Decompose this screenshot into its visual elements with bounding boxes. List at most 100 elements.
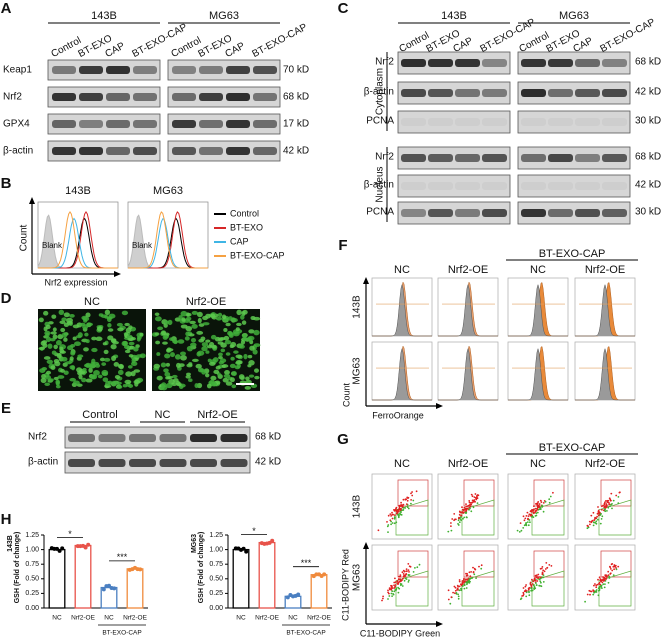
blot-strip <box>167 113 281 135</box>
blot-band <box>521 209 546 217</box>
cell <box>217 312 223 318</box>
event-dot <box>457 595 460 598</box>
blot-band <box>575 59 600 67</box>
cell <box>230 356 235 361</box>
event-dot <box>474 500 476 503</box>
cell <box>242 309 248 315</box>
y-tick-label: 0.25 <box>209 590 223 597</box>
blot-band <box>172 93 196 101</box>
event-dot <box>457 597 460 600</box>
event-dot <box>461 511 464 513</box>
y-tick-label: 0.00 <box>25 605 39 612</box>
cell <box>90 374 96 380</box>
cell <box>161 330 167 336</box>
blot-band <box>482 154 507 162</box>
event-dot <box>474 493 477 495</box>
cell <box>114 374 121 380</box>
cell <box>52 334 58 340</box>
cell <box>165 376 171 380</box>
gate <box>531 499 565 536</box>
event-dot <box>603 579 606 582</box>
histogram-curve <box>372 347 432 401</box>
cell <box>91 358 96 364</box>
cell <box>191 323 198 329</box>
event-dot <box>393 522 396 525</box>
cell <box>204 373 210 378</box>
event-dot <box>525 595 528 598</box>
event-dot <box>468 579 470 582</box>
cell <box>61 332 68 338</box>
event-dot <box>391 590 394 593</box>
event-dot <box>457 519 460 522</box>
blot-band <box>199 66 223 74</box>
blot-band <box>220 434 248 442</box>
blot-band <box>521 118 546 126</box>
cell <box>210 334 217 340</box>
x-tick-label: Nrf2-OE <box>307 615 332 622</box>
event-dot <box>597 589 600 592</box>
legend-label: BT-EXO <box>230 222 263 232</box>
blot-strip <box>167 86 281 108</box>
event-dot <box>394 581 397 583</box>
event-dot <box>462 517 464 520</box>
replicate-dot <box>83 545 88 550</box>
event-dot <box>606 501 609 504</box>
cell <box>91 336 97 341</box>
event-dot <box>588 520 591 523</box>
cell <box>217 337 224 342</box>
event-dot <box>539 576 542 579</box>
cell <box>95 363 101 368</box>
blot-strip <box>397 81 511 105</box>
event-dot <box>519 522 522 524</box>
column-header: Nrf2-OE <box>585 458 625 470</box>
blot-band <box>199 147 223 155</box>
blot-band <box>482 118 507 126</box>
blot-band <box>199 93 223 101</box>
cell <box>197 317 202 324</box>
event-dot <box>398 575 400 578</box>
event-dot <box>466 583 468 586</box>
event-dot <box>609 565 611 568</box>
event-dot <box>535 584 538 586</box>
event-dot <box>601 581 604 584</box>
event-dot <box>548 501 551 504</box>
event-dot <box>466 581 468 583</box>
cell <box>174 354 181 360</box>
cell <box>206 383 212 389</box>
event-dot <box>550 565 553 567</box>
blot-band <box>52 147 76 155</box>
plot-frame <box>371 544 433 611</box>
row-label: β-actin <box>28 457 58 468</box>
blot-band <box>220 459 248 467</box>
event-dot <box>403 570 406 573</box>
event-dot <box>450 529 453 532</box>
event-dot <box>610 492 613 495</box>
panel-label: E <box>1 400 11 417</box>
blot-band <box>521 154 546 162</box>
cell <box>101 362 107 366</box>
event-dot <box>599 513 602 516</box>
micrograph <box>38 309 146 391</box>
cell <box>97 374 103 379</box>
event-dot <box>518 531 521 533</box>
bar <box>74 544 92 609</box>
replicate-dot <box>107 583 111 588</box>
blot-band <box>133 120 157 128</box>
panel-label: G <box>337 431 349 448</box>
event-dot <box>395 521 398 524</box>
blot-strip <box>167 140 281 162</box>
blot-band <box>602 209 627 217</box>
blot-band <box>428 118 453 126</box>
cell <box>254 368 259 373</box>
event-dot <box>604 507 607 509</box>
cell <box>223 328 228 332</box>
cell <box>186 345 193 352</box>
size-label: 17 kD <box>283 119 309 130</box>
blot-band <box>602 59 627 67</box>
event-dot <box>606 499 609 502</box>
event-dot <box>530 587 532 590</box>
blot-band <box>226 147 250 155</box>
size-label: 70 kD <box>283 65 309 76</box>
event-dot <box>391 513 394 516</box>
size-label: 42 kD <box>283 146 309 157</box>
